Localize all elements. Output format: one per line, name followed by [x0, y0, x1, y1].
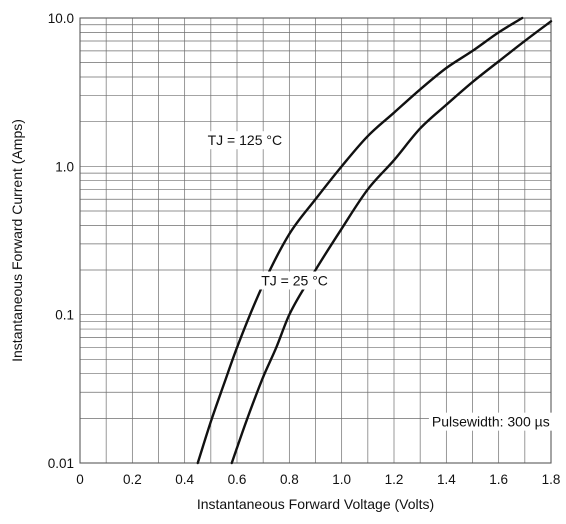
plot-frame: [79, 17, 552, 464]
annotations: TJ = 125 °C TJ = 25 °C Pulsewidth: 300 µs: [204, 131, 553, 431]
series-curve-1: [196, 16, 524, 465]
annotation-label: TJ = 25 °C: [261, 272, 328, 288]
annotation-background: [428, 412, 553, 431]
curves: [196, 16, 553, 465]
annotation-label: Pulsewidth: 300 µs: [432, 414, 550, 430]
annotation-label: TJ = 125 °C: [208, 132, 282, 148]
x-tick-label: 1.2: [385, 472, 404, 487]
x-tick-labels: 0 0.2 0.4 0.6 0.8 1.0 1.2 1.4 1.6 1.8: [76, 472, 560, 487]
x-tick-label: 1.6: [489, 472, 508, 487]
y-tick-label: 0.1: [55, 308, 74, 323]
x-axis-title: Instantaneous Forward Voltage (Volts): [197, 496, 434, 512]
x-tick-label: 1.4: [437, 472, 456, 487]
grid: [79, 17, 552, 464]
series-curve-2: [230, 20, 553, 465]
annotation-background: [204, 131, 286, 150]
x-tick-label: 0.8: [280, 472, 299, 487]
x-tick-label: 0: [76, 472, 84, 487]
x-tick-label: 0.4: [175, 472, 194, 487]
x-tick-label: 0.6: [228, 472, 247, 487]
x-tick-label: 1.0: [332, 472, 351, 487]
x-tick-label: 1.8: [542, 472, 561, 487]
y-tick-label: 0.01: [48, 456, 74, 471]
y-tick-labels: 0.01 0.1 1.0 10.0: [48, 11, 74, 471]
y-tick-label: 10.0: [48, 11, 74, 26]
x-tick-label: 0.2: [123, 472, 142, 487]
y-tick-label: 1.0: [55, 159, 74, 174]
y-axis-title: Instantaneous Forward Current (Amps): [9, 119, 25, 362]
annotation-background: [258, 271, 331, 290]
